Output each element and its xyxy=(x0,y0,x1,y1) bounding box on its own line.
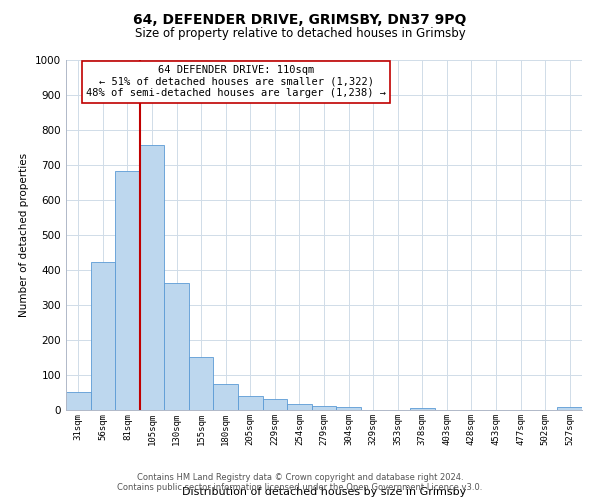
Bar xyxy=(189,357,214,410)
Text: Size of property relative to detached houses in Grimsby: Size of property relative to detached ho… xyxy=(134,28,466,40)
Bar xyxy=(263,399,287,410)
Text: Contains HM Land Registry data © Crown copyright and database right 2024.
Contai: Contains HM Land Registry data © Crown c… xyxy=(118,473,482,492)
Bar xyxy=(287,404,312,410)
Bar xyxy=(410,408,434,410)
Text: 64 DEFENDER DRIVE: 110sqm
← 51% of detached houses are smaller (1,322)
48% of se: 64 DEFENDER DRIVE: 110sqm ← 51% of detac… xyxy=(86,66,386,98)
Bar xyxy=(140,144,164,410)
Text: 64, DEFENDER DRIVE, GRIMSBY, DN37 9PQ: 64, DEFENDER DRIVE, GRIMSBY, DN37 9PQ xyxy=(133,12,467,26)
Bar xyxy=(557,407,582,410)
Bar xyxy=(238,396,263,410)
Bar xyxy=(115,171,140,410)
Bar xyxy=(214,384,238,410)
Bar xyxy=(91,262,115,410)
Bar xyxy=(66,392,91,410)
X-axis label: Distribution of detached houses by size in Grimsby: Distribution of detached houses by size … xyxy=(182,486,466,496)
Bar xyxy=(312,406,336,410)
Bar xyxy=(164,284,189,410)
Y-axis label: Number of detached properties: Number of detached properties xyxy=(19,153,29,317)
Bar xyxy=(336,406,361,410)
